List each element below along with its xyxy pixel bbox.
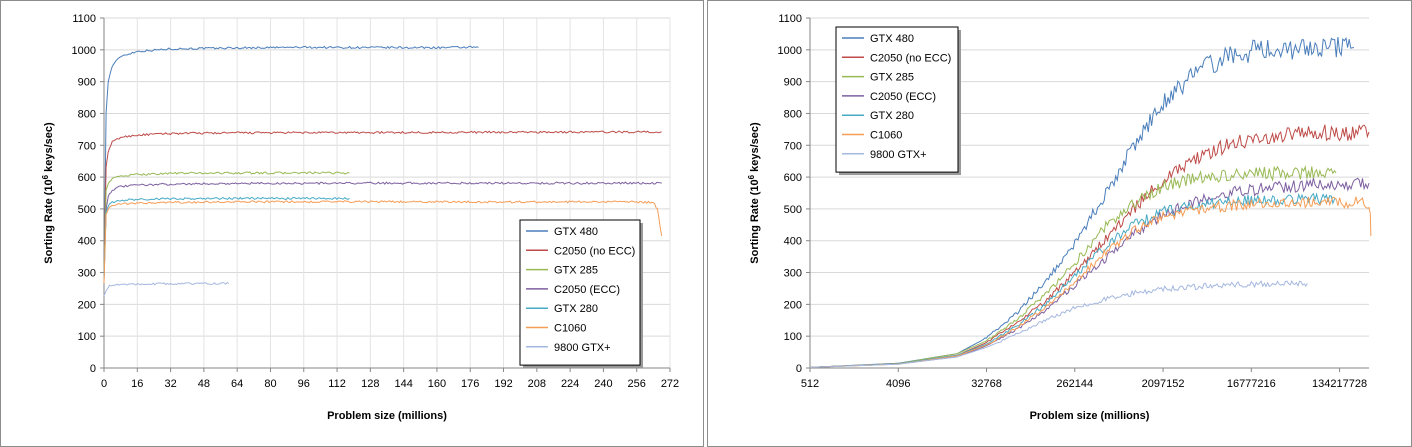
y-tick-label: 400 bbox=[784, 236, 802, 248]
x-tick-label: 0 bbox=[101, 378, 107, 390]
y-tick-label: 800 bbox=[784, 108, 802, 120]
series-line-gtx-285 bbox=[103, 171, 350, 274]
y-tick-label: 700 bbox=[78, 140, 96, 152]
legend-label: GTX 280 bbox=[870, 110, 914, 122]
x-tick-label: 16777216 bbox=[1227, 378, 1276, 390]
y-tick-label: 100 bbox=[784, 331, 802, 343]
legend-label: GTX 280 bbox=[554, 303, 598, 315]
y-tick-label: 0 bbox=[90, 363, 96, 375]
legend-label: 9800 GTX+ bbox=[554, 342, 611, 354]
chart-log-svg: 0 100 200 300 400 500 600 700 800 900 1000 1100 512 4… bbox=[747, 13, 1372, 422]
series-line-c2050-no-ecc- bbox=[103, 130, 662, 274]
x-tick-label: 144 bbox=[394, 378, 412, 390]
x-tick-label: 192 bbox=[494, 378, 512, 390]
series-line-9800-gtx- bbox=[809, 280, 1308, 368]
y-tick-label: 500 bbox=[78, 204, 96, 216]
legend-label: GTX 480 bbox=[554, 226, 598, 238]
x-tick-label: 262144 bbox=[1056, 378, 1093, 390]
x-tick-label: 134217728 bbox=[1312, 378, 1367, 390]
y-tick-label: 900 bbox=[78, 77, 96, 89]
y-tick-label: 600 bbox=[784, 172, 802, 184]
y-axis-title: Sorting Rate (106 keys/sec) bbox=[41, 122, 56, 264]
legend-label: GTX 480 bbox=[870, 33, 914, 45]
y-tick-label: 300 bbox=[78, 268, 96, 280]
series-line-c2050-ecc- bbox=[103, 181, 662, 280]
legend bbox=[519, 219, 641, 366]
series-line-9800-gtx- bbox=[103, 281, 230, 296]
y-tick-label: 1000 bbox=[778, 45, 802, 57]
y-tick-label: 1000 bbox=[72, 45, 96, 57]
x-tick-label: 128 bbox=[361, 378, 379, 390]
y-tick-label: 700 bbox=[784, 140, 802, 152]
y-tick-label: 300 bbox=[784, 268, 802, 280]
legend-label: C2050 (no ECC) bbox=[554, 245, 635, 257]
chart-panel-log: 0 100 200 300 400 500 600 700 800 900 1000 1100 512 4… bbox=[707, 0, 1412, 447]
x-tick-label: 240 bbox=[594, 378, 612, 390]
x-tick-label: 4096 bbox=[886, 378, 910, 390]
x-axis-title: Problem size (millions) bbox=[327, 410, 447, 422]
chart-linear-svg: 0 100 200 300 400 500 600 700 800 900 1000 1100 0 16 3… bbox=[41, 13, 680, 422]
y-tick-label: 100 bbox=[78, 331, 96, 343]
x-tick-label: 96 bbox=[298, 378, 310, 390]
y-tick-label: 500 bbox=[784, 204, 802, 216]
chart-panel-linear: 0 100 200 300 400 500 600 700 800 900 1000 1100 0 16 3… bbox=[0, 0, 704, 447]
y-tick-label: 200 bbox=[78, 299, 96, 311]
y-tick-label: 600 bbox=[78, 172, 96, 184]
legend-label: C1060 bbox=[554, 323, 586, 335]
legend-label: GTX 285 bbox=[870, 72, 914, 84]
x-tick-label: 48 bbox=[198, 378, 210, 390]
legend-label: C2050 (ECC) bbox=[870, 91, 936, 103]
legend-label: C2050 (no ECC) bbox=[870, 52, 951, 64]
x-tick-label: 208 bbox=[528, 378, 546, 390]
x-tick-label: 256 bbox=[628, 378, 646, 390]
y-tick-label: 1100 bbox=[72, 13, 96, 25]
legend-label: C1060 bbox=[870, 130, 902, 142]
series-line-c1060 bbox=[103, 200, 663, 284]
x-tick-label: 32768 bbox=[971, 378, 1002, 390]
y-tick-label: 1100 bbox=[778, 13, 802, 25]
x-tick-label: 16 bbox=[131, 378, 143, 390]
x-tick-label: 176 bbox=[461, 378, 479, 390]
series-line-gtx-480 bbox=[103, 45, 479, 280]
x-tick-label: 2097152 bbox=[1142, 378, 1185, 390]
legend bbox=[835, 26, 959, 173]
x-tick-label: 80 bbox=[264, 378, 276, 390]
y-axis-title: Sorting Rate (106 keys/sec) bbox=[747, 122, 762, 264]
legend-label: GTX 285 bbox=[554, 265, 598, 277]
x-tick-label: 64 bbox=[231, 378, 243, 390]
x-tick-label: 512 bbox=[801, 378, 819, 390]
x-tick-label: 224 bbox=[561, 378, 579, 390]
y-tick-label: 200 bbox=[784, 299, 802, 311]
y-tick-label: 900 bbox=[784, 77, 802, 89]
legend-label: 9800 GTX+ bbox=[870, 149, 927, 161]
x-tick-label: 32 bbox=[164, 378, 176, 390]
y-tick-label: 800 bbox=[78, 108, 96, 120]
legend-label: C2050 (ECC) bbox=[554, 284, 620, 296]
x-tick-label: 160 bbox=[428, 378, 446, 390]
x-tick-label: 272 bbox=[661, 378, 679, 390]
x-axis-title: Problem size (millions) bbox=[1030, 410, 1150, 422]
y-tick-label: 0 bbox=[796, 363, 802, 375]
series-line-gtx-280 bbox=[103, 196, 350, 280]
x-tick-label: 112 bbox=[328, 378, 346, 390]
y-tick-label: 400 bbox=[78, 236, 96, 248]
